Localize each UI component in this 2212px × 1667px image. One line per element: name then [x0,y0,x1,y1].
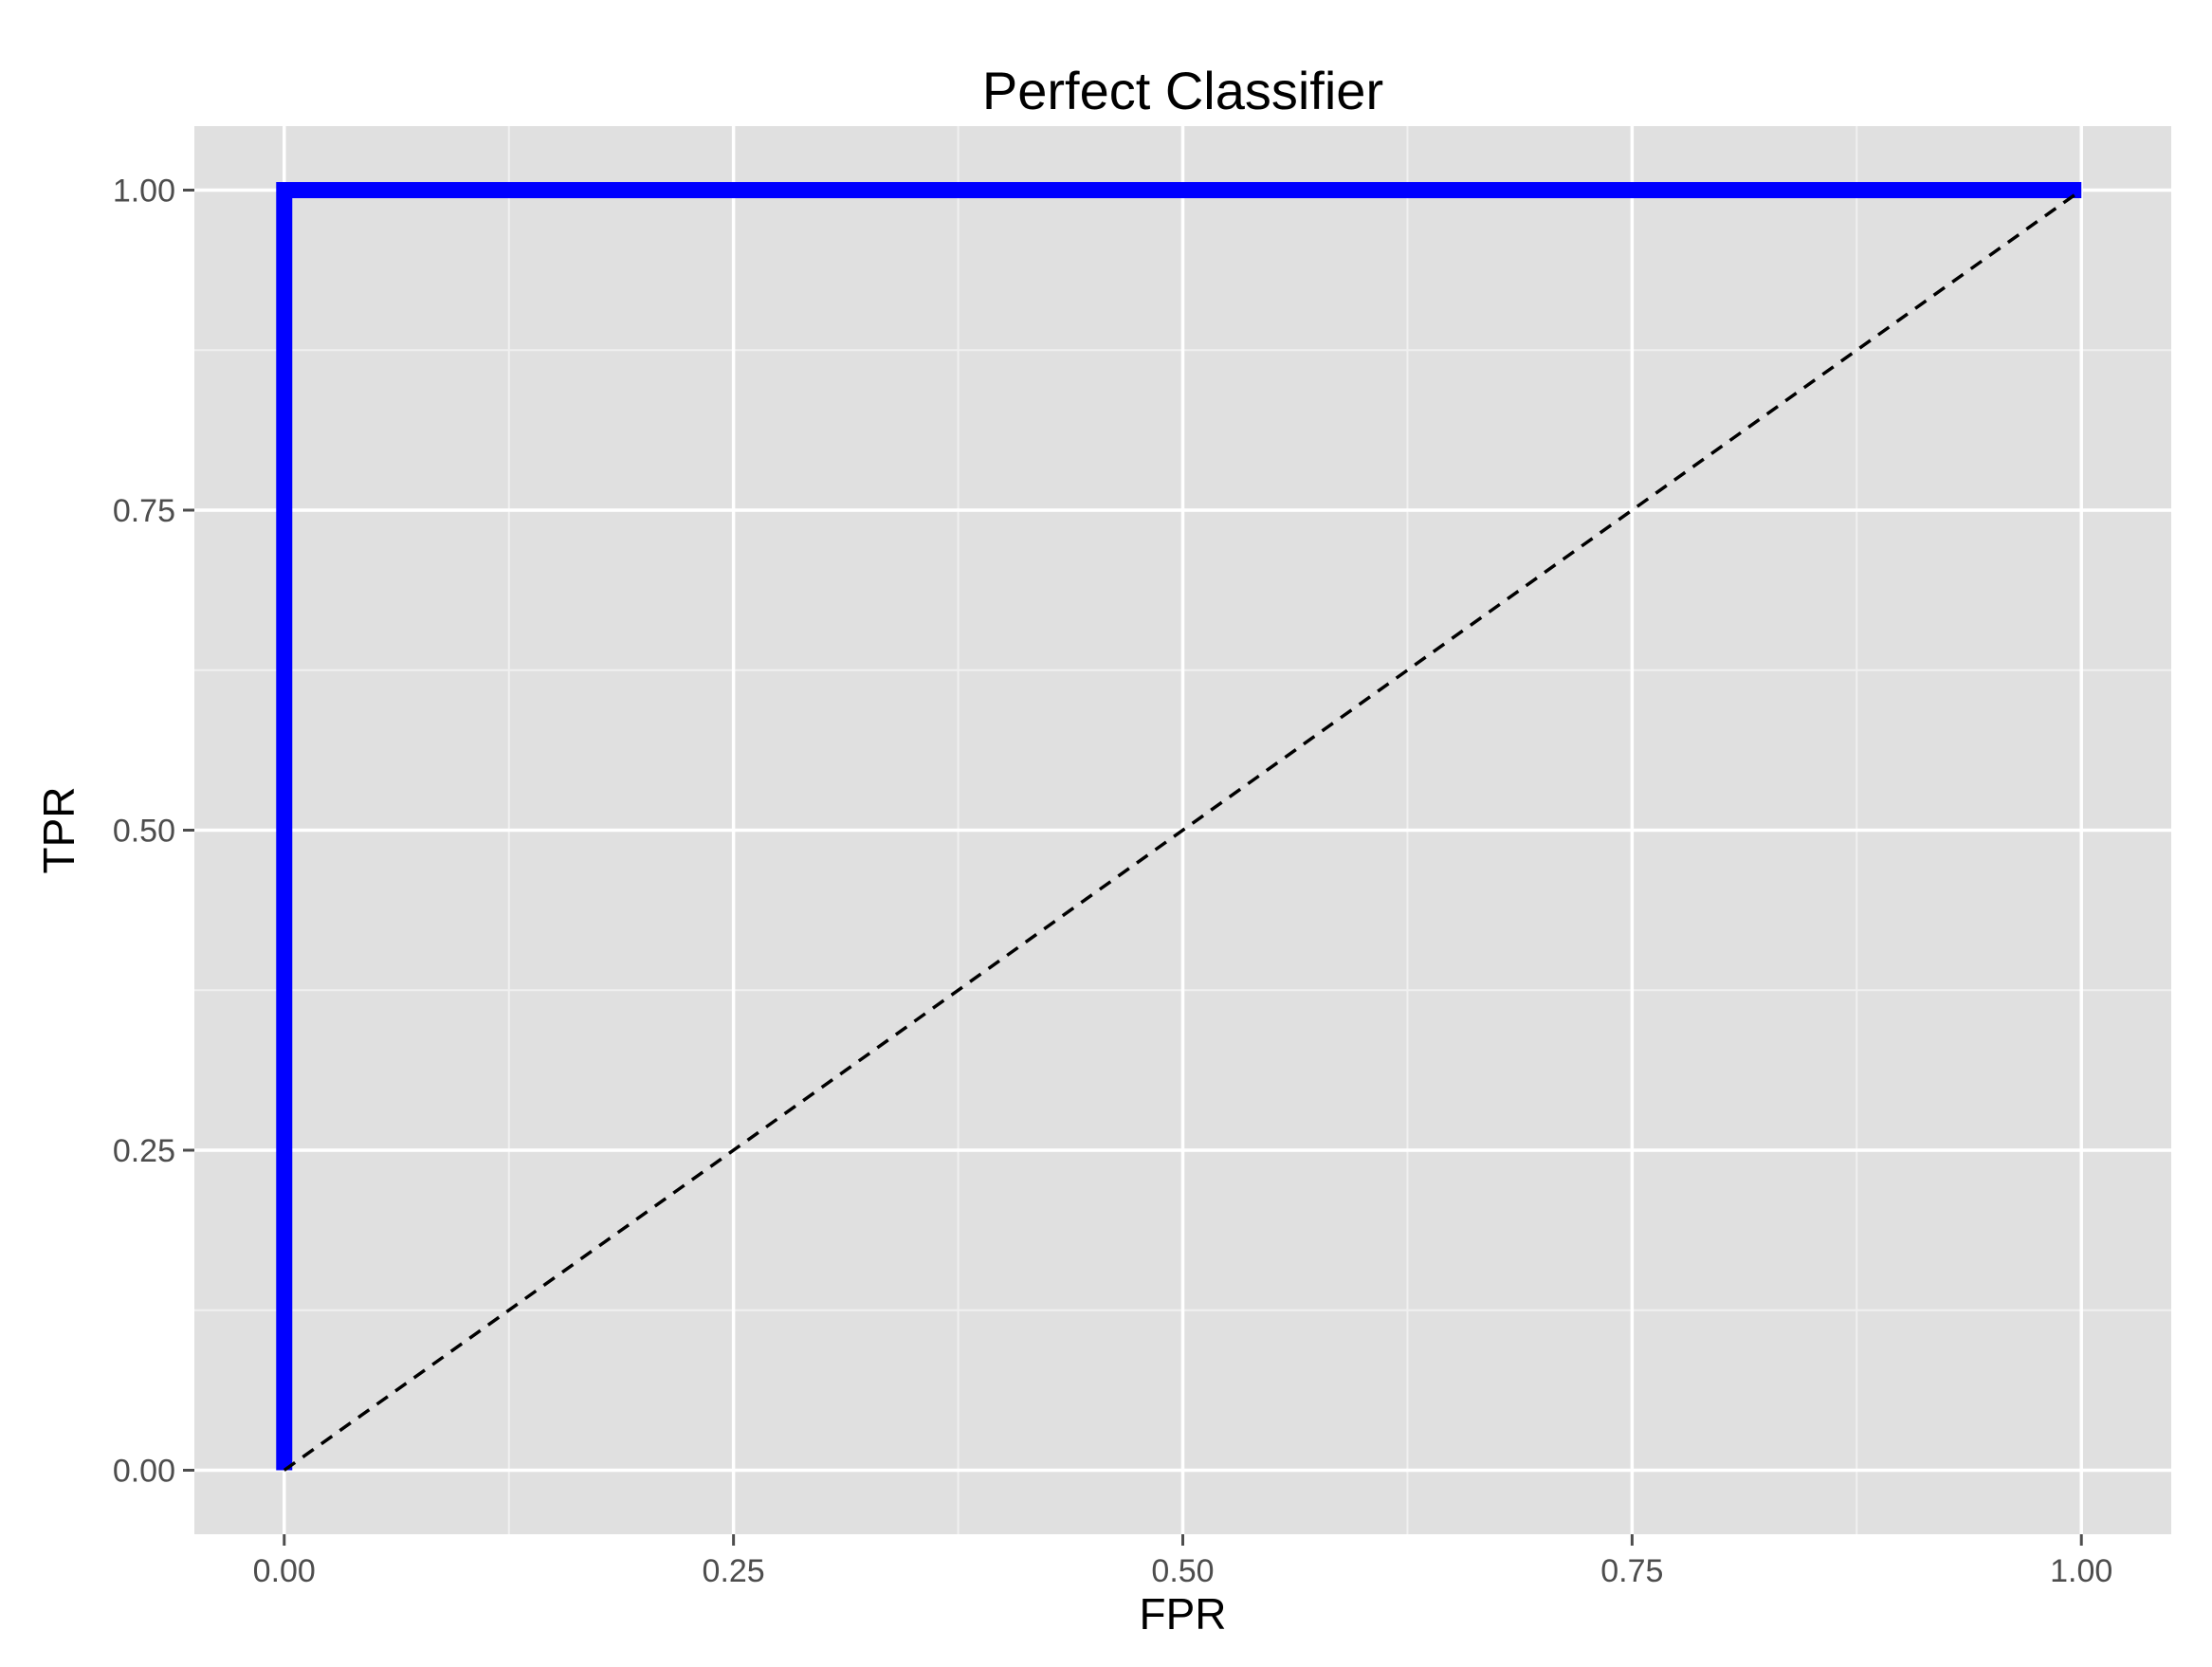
y-tick-label: 0.25 [113,1133,175,1169]
x-tick-label: 0.00 [253,1553,316,1589]
x-axis-title: FPR [1140,1589,1227,1639]
series-lines [276,182,2083,1472]
y-tick-label: 0.00 [113,1454,175,1490]
y-tick-label: 0.50 [113,814,175,850]
x-tick-label: 0.25 [703,1553,765,1589]
roc-curve-line [276,182,2082,1471]
y-tick-label: 0.75 [113,493,175,529]
x-tick-label: 0.75 [1600,1553,1663,1589]
y-axis-title: TPR [34,787,83,874]
axes: 0.00 0.25 0.50 0.75 1.00 0.00 0.25 0.50 0.75 1.00 [113,174,2113,1590]
chart-title: Perfect Classifier [982,61,1383,120]
x-tick-label: 1.00 [2050,1553,2112,1589]
reference-diagonal-line [283,189,2083,1472]
y-tick-label: 1.00 [113,174,175,210]
x-tick-label: 0.50 [1151,1553,1214,1589]
